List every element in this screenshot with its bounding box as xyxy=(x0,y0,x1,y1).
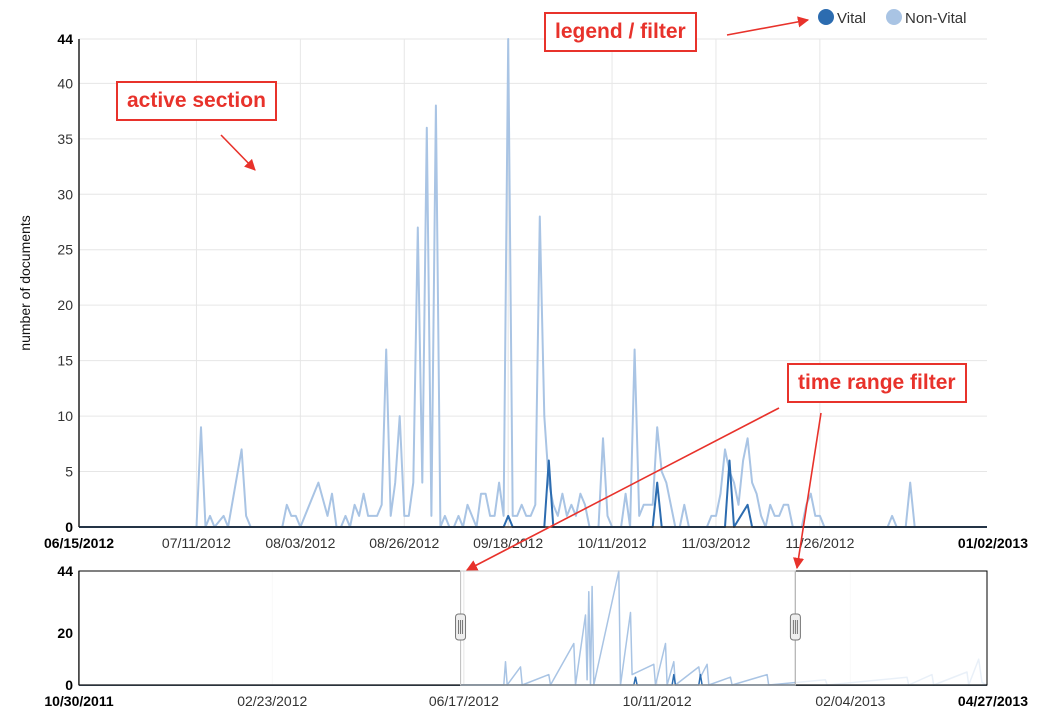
legend-filter-annotation: legend / filter xyxy=(544,12,697,52)
active-section-annotation: active section xyxy=(116,81,277,121)
nav-xtick-06-17-2012: 06/17/2012 xyxy=(429,693,499,709)
main-chart: 0 5 10 15 20 25 30 35 40 44 06/15/2012 07/11/2012 08… xyxy=(17,31,1028,551)
navigator-handle-right[interactable] xyxy=(789,613,801,641)
main-xtick-11-03-2012: 11/03/2012 xyxy=(681,535,750,551)
navigator-mask-right xyxy=(794,570,988,686)
main-ytick-20: 20 xyxy=(57,297,73,313)
main-ytick-25: 25 xyxy=(57,242,73,258)
arrow-legend-filter xyxy=(726,16,810,36)
main-xtick-10-11-2012: 10/11/2012 xyxy=(578,535,647,551)
navigator-mask-left xyxy=(78,570,462,686)
main-xtick-06-15-2012: 06/15/2012 xyxy=(44,535,114,551)
nav-ytick-0: 0 xyxy=(65,677,73,693)
arrow-active-section xyxy=(220,134,256,171)
nav-line-vital xyxy=(79,673,987,686)
annotation-arrows xyxy=(220,16,822,571)
legend-item-vital[interactable]: Vital xyxy=(818,9,866,27)
nav-ytick-44: 44 xyxy=(57,563,73,579)
main-ytick-15: 15 xyxy=(57,353,73,369)
time-range-navigator[interactable]: 0 20 44 10/30/2011 02/23/2012 06/17/2012 10/11… xyxy=(44,563,1028,709)
main-xtick-07-11-2012: 07/11/2012 xyxy=(162,535,231,551)
nav-xtick-10-11-2012: 10/11/2012 xyxy=(623,693,692,709)
arrow-time-range-left xyxy=(466,407,780,571)
nonvital-legend-label: Non-Vital xyxy=(905,10,966,27)
nonvital-legend-marker xyxy=(886,9,902,25)
main-xtick-01-02-2013: 01/02/2013 xyxy=(958,535,1028,551)
nav-series-vital xyxy=(79,673,987,686)
arrow-time-range-right xyxy=(793,412,822,570)
y-axis-label: number of documents xyxy=(17,215,33,350)
nav-xtick-02-04-2013: 02/04/2013 xyxy=(815,693,885,709)
legend-item-nonvital[interactable]: Non-Vital xyxy=(886,9,966,27)
navigator-handle-left[interactable] xyxy=(455,613,467,641)
main-xtick-11-26-2012: 11/26/2012 xyxy=(785,535,854,551)
main-ytick-5: 5 xyxy=(65,464,73,480)
legend: Vital Non-Vital xyxy=(818,9,966,27)
main-ytick-35: 35 xyxy=(57,131,73,147)
main-ytick-40: 40 xyxy=(57,75,73,91)
main-xtick-08-03-2012: 08/03/2012 xyxy=(265,535,335,551)
main-series-vital xyxy=(79,459,987,528)
vital-legend-marker xyxy=(818,9,834,25)
nav-xtick-04-27-2013: 04/27/2013 xyxy=(958,693,1028,709)
main-xtick-08-26-2012: 08/26/2012 xyxy=(369,535,439,551)
main-ytick-0: 0 xyxy=(65,519,73,535)
time-range-filter-annotation: time range filter xyxy=(787,363,967,403)
nav-xtick-10-30-2011: 10/30/2011 xyxy=(44,693,114,709)
main-ytick-30: 30 xyxy=(57,186,73,202)
vital-legend-label: Vital xyxy=(837,10,866,27)
main-line-vital xyxy=(79,459,987,528)
main-ytick-44: 44 xyxy=(57,31,73,47)
main-ytick-10: 10 xyxy=(57,408,73,424)
nav-ytick-20: 20 xyxy=(57,625,73,641)
nav-xtick-02-23-2012: 02/23/2012 xyxy=(237,693,307,709)
